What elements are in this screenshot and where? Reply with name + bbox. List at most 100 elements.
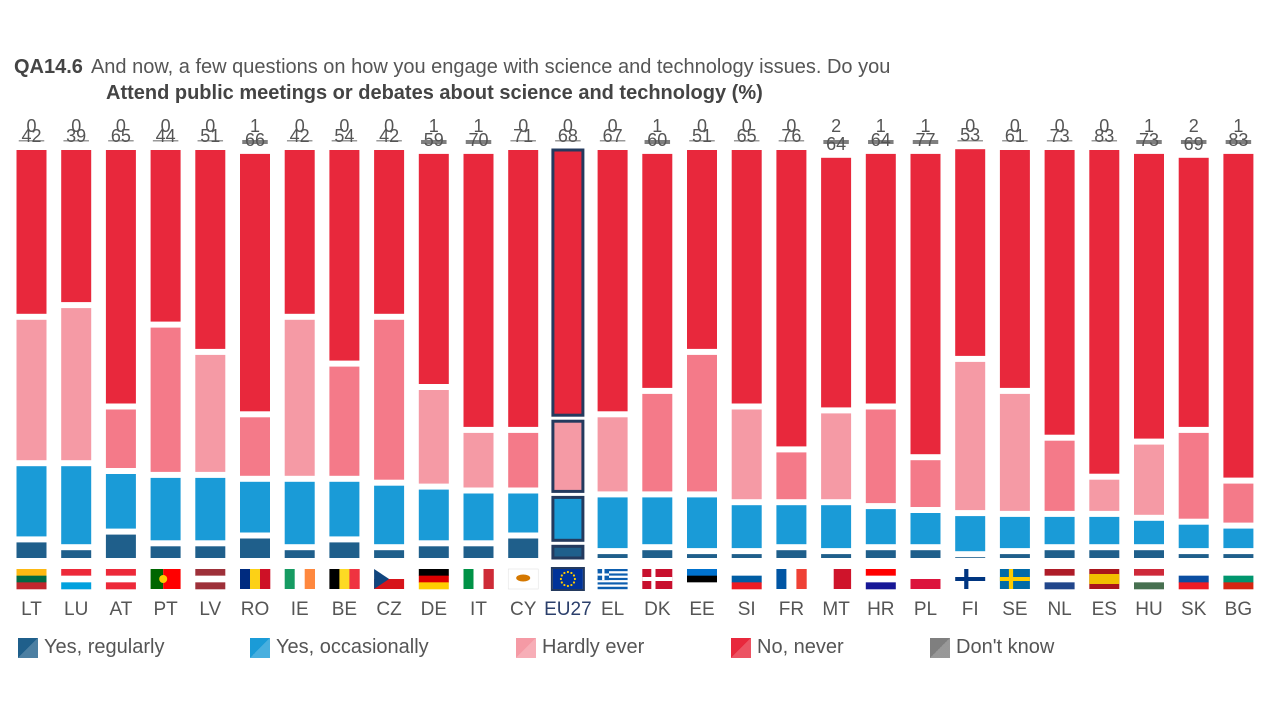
no-never-bar-ie: [284, 150, 315, 314]
yes-occasionally-bar-ee: [687, 497, 717, 549]
dont-know-label-fi: 0: [965, 116, 975, 136]
category-label-fi: FI: [962, 599, 979, 620]
dont-know-bar-se: [1002, 140, 1028, 142]
flag-lt-icon: [16, 569, 47, 590]
no-never-label-ro: 66: [245, 130, 265, 150]
no-never-bar-at: [105, 150, 136, 404]
chart-subtitle: Attend public meetings or debates about …: [106, 82, 763, 104]
flag-bg-icon: [1223, 569, 1254, 590]
yes-occasionally-bar-dk: [642, 497, 673, 545]
no-never-bar-bg: [1223, 153, 1254, 478]
hardly-ever-bar-fi: [955, 361, 986, 511]
yes-occasionally-bar-be: [329, 481, 360, 537]
legend-swatch-dont-know: [930, 637, 950, 658]
dont-know-label-de: 1: [429, 116, 439, 136]
yes-occasionally-bar-cz: [374, 485, 405, 545]
yes-occasionally-bar-de: [418, 489, 449, 541]
category-label-nl: NL: [1047, 599, 1071, 620]
flag-it-icon: [463, 569, 494, 589]
flag-se-icon: [999, 569, 1030, 589]
no-never-bar-pl: [910, 153, 941, 455]
dont-know-label-nl: 0: [1055, 116, 1065, 136]
dont-know-label-cz: 0: [384, 116, 394, 136]
dont-know-bar-pt: [152, 140, 179, 142]
question-text: And now, a few questions on how you enga…: [90, 56, 891, 78]
hardly-ever-bar-si: [731, 409, 762, 500]
dont-know-bar-fr: [778, 140, 805, 142]
flag-el-icon: [597, 569, 628, 590]
yes-regularly-bar-mt: [821, 554, 852, 558]
hardly-ever-bar-be: [329, 366, 360, 476]
hardly-ever-bar-bg: [1223, 483, 1254, 523]
flag-lv-icon: [195, 569, 226, 590]
dont-know-bar-lv: [197, 140, 224, 142]
hardly-ever-bar-nl: [1044, 440, 1075, 511]
no-never-bar-fr: [776, 150, 807, 447]
legend-swatch-hardly-ever: [516, 637, 536, 658]
hardly-ever-bar-hu: [1134, 444, 1164, 515]
yes-regularly-bar-at: [105, 534, 136, 558]
hardly-ever-bar-se: [999, 393, 1030, 511]
yes-regularly-bar-sk: [1178, 554, 1209, 558]
no-never-bar-de: [418, 153, 449, 384]
hardly-ever-bar-lu: [61, 308, 92, 461]
dont-know-label-be: 0: [339, 116, 349, 136]
dont-know-label-at: 0: [116, 116, 126, 136]
dont-know-label-si: 0: [742, 116, 752, 136]
legend-label-yes-regularly: Yes, regularly: [44, 636, 165, 658]
no-never-label-lt: 42: [21, 126, 41, 146]
hardly-ever-bar-ee: [687, 354, 717, 492]
yes-regularly-bar-si: [731, 554, 762, 558]
dont-know-label-lv: 0: [205, 116, 215, 136]
dont-know-bar-el: [599, 140, 626, 142]
hardly-ever-bar-dk: [642, 393, 673, 492]
yes-regularly-bar-eu27: [551, 544, 585, 560]
category-label-mt: MT: [822, 599, 850, 620]
dont-know-bar-es: [1091, 140, 1118, 142]
flag-sk-icon: [1178, 569, 1209, 590]
yes-occasionally-bar-fr: [776, 505, 807, 545]
dont-know-label-hr: 1: [876, 116, 886, 136]
yes-regularly-bar-pt: [150, 546, 181, 558]
no-never-label-cy: 71: [513, 126, 533, 146]
yes-occasionally-bar-mt: [821, 505, 852, 549]
flag-cy-icon: [507, 568, 539, 590]
dont-know-bar-mt: [823, 140, 849, 144]
yes-regularly-bar-be: [329, 542, 360, 558]
no-never-label-sk: 69: [1184, 134, 1204, 154]
yes-regularly-bar-nl: [1044, 550, 1075, 558]
flag-ie-icon: [284, 569, 315, 589]
category-label-de: DE: [421, 599, 447, 620]
dont-know-label-es: 0: [1099, 116, 1109, 136]
no-never-label-lu: 39: [66, 126, 86, 146]
yes-regularly-bar-es: [1089, 550, 1120, 558]
yes-regularly-bar-cy: [508, 538, 539, 558]
hardly-ever-bar-cz: [374, 319, 405, 480]
legend-label-dont-know: Don't know: [956, 636, 1055, 658]
yes-occasionally-bar-nl: [1044, 516, 1075, 545]
dont-know-label-se: 0: [1010, 116, 1020, 136]
yes-occasionally-bar-at: [105, 474, 136, 529]
flag-pt-icon: [150, 569, 181, 589]
no-never-label-it: 70: [468, 130, 488, 150]
flag-dk-icon: [642, 569, 673, 589]
category-label-lu: LU: [64, 599, 88, 620]
dont-know-bar-ro: [242, 140, 268, 144]
yes-occasionally-bar-hu: [1134, 520, 1164, 545]
no-never-label-bg: 83: [1228, 130, 1248, 150]
flag-mt-icon: [821, 569, 852, 589]
no-never-label-el: 67: [603, 126, 623, 146]
yes-regularly-bar-fi: [955, 557, 986, 558]
flag-ee-icon: [687, 569, 717, 590]
legend-yes-occasionally: Yes, occasionally: [250, 636, 429, 659]
yes-occasionally-bar-ie: [284, 481, 315, 545]
no-never-label-dk: 60: [647, 130, 667, 150]
category-label-ie: IE: [291, 599, 309, 620]
dont-know-label-eu27: 0: [563, 116, 573, 136]
category-label-sk: SK: [1181, 599, 1207, 620]
category-label-lt: LT: [21, 599, 42, 620]
legend-dont-know: Don't know: [930, 636, 1054, 659]
category-label-at: AT: [109, 599, 132, 620]
no-never-bar-hu: [1134, 153, 1164, 439]
category-label-lv: LV: [199, 599, 221, 620]
